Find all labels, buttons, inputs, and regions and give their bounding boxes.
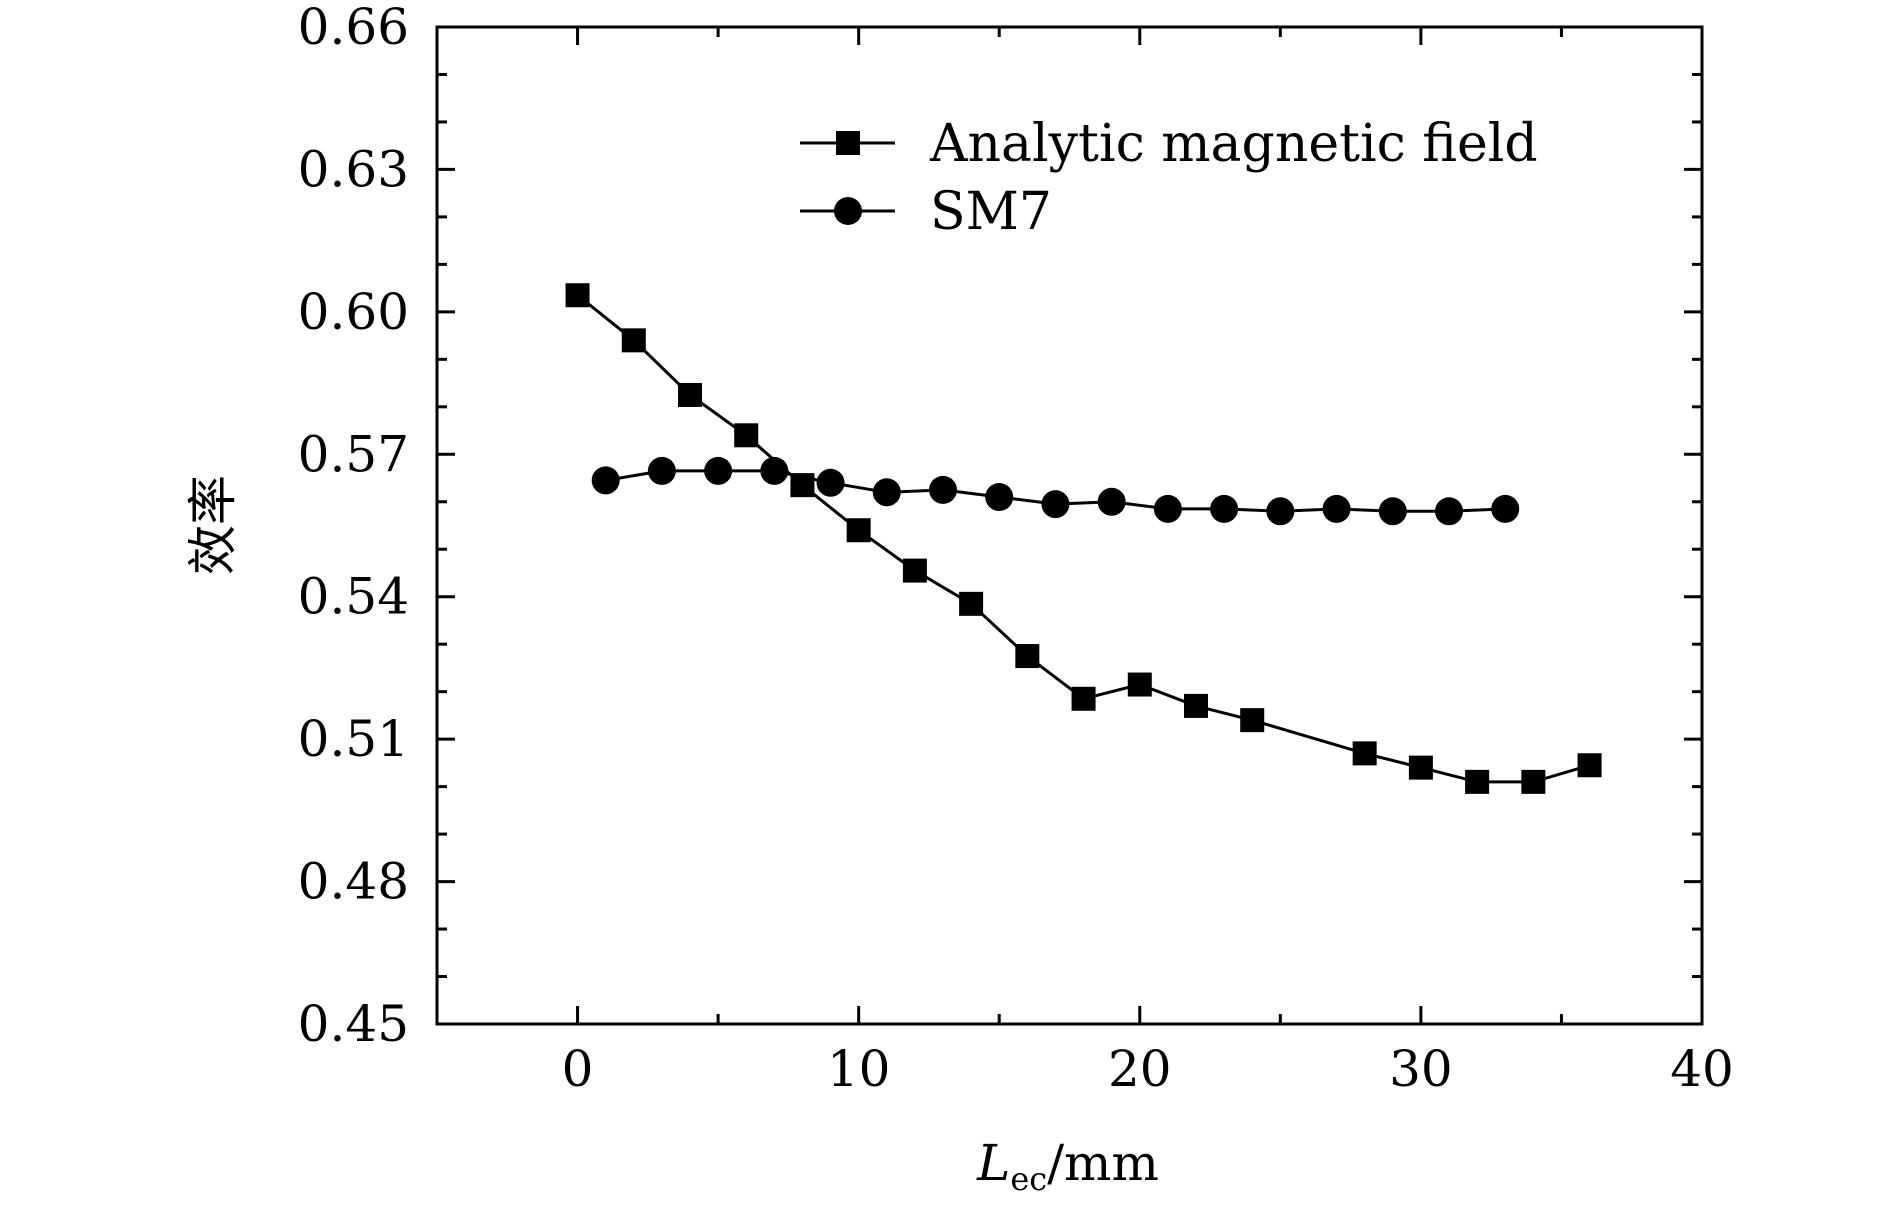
legend: Analytic magnetic field SM7 [800, 114, 1538, 242]
data-point-square [846, 518, 871, 543]
data-point-circle [929, 475, 957, 504]
y-axis-ticks: 0.45 0.48 0.51 0.54 0.57 0.60 0.63 0.66 [298, 0, 1702, 1053]
data-point-circle [1266, 497, 1295, 526]
data-point-square [1184, 693, 1208, 718]
x-tick-label: 40 [1670, 1040, 1734, 1098]
data-point-square [902, 558, 927, 583]
data-point-circle [816, 468, 845, 497]
data-point-square [1408, 755, 1433, 780]
data-point-square [1352, 741, 1377, 766]
y-tick-label: 0.48 [298, 853, 409, 911]
data-point-square [959, 591, 984, 616]
data-point-square [1577, 753, 1602, 778]
legend-marker-circle-icon [834, 197, 862, 225]
data-point-circle [591, 466, 620, 495]
data-point-circle [1491, 494, 1520, 523]
legend-label-analytic: Analytic magnetic field [929, 114, 1538, 174]
data-point-circle [1378, 497, 1407, 526]
y-tick-label: 0.57 [298, 425, 409, 483]
data-point-square [1465, 769, 1490, 794]
x-axis-ticks: 0 10 20 30 40 [562, 27, 1734, 1098]
data-point-square [1015, 644, 1040, 669]
data-point-circle [872, 478, 901, 507]
data-point-circle [1210, 494, 1239, 523]
x-tick-label: 10 [827, 1040, 891, 1098]
data-point-circle [1097, 487, 1126, 516]
data-point-square [678, 382, 702, 407]
x-tick-label: 30 [1389, 1040, 1453, 1098]
legend-marker-square-icon [836, 131, 860, 155]
data-point-circle [704, 456, 733, 485]
y-tick-label: 0.54 [298, 568, 409, 626]
data-point-square [1240, 708, 1265, 733]
y-axis-title: 效率 [184, 475, 242, 575]
series-layer [565, 283, 1602, 794]
x-axis-title: Lec/mm [976, 1134, 1159, 1198]
y-tick-label: 0.60 [298, 283, 409, 341]
data-point-circle [647, 456, 676, 485]
plot-frame [435, 25, 1704, 1026]
y-tick-label: 0.63 [298, 140, 409, 198]
legend-label-sm7: SM7 [930, 182, 1052, 242]
data-point-square [1521, 769, 1546, 794]
data-point-square [734, 423, 759, 448]
data-point-circle [1435, 497, 1463, 526]
y-tick-label: 0.45 [298, 995, 409, 1053]
x-tick-label: 0 [562, 1040, 594, 1098]
data-point-square [1127, 672, 1152, 697]
x-axis-title-main: L [976, 1134, 1010, 1192]
x-axis-title-sub: ec [1010, 1160, 1047, 1198]
data-point-square [1071, 686, 1096, 711]
data-point-circle [985, 483, 1014, 512]
y-tick-label: 0.51 [298, 710, 409, 768]
data-point-square [621, 328, 646, 353]
data-point-circle [1153, 494, 1182, 523]
y-tick-label: 0.66 [298, 0, 409, 56]
data-point-circle [1322, 494, 1351, 523]
data-point-square [565, 283, 590, 308]
x-tick-label: 20 [1108, 1040, 1172, 1098]
data-point-circle [1041, 490, 1070, 519]
x-axis-title-unit: /mm [1047, 1134, 1159, 1192]
data-point-circle [760, 456, 789, 485]
